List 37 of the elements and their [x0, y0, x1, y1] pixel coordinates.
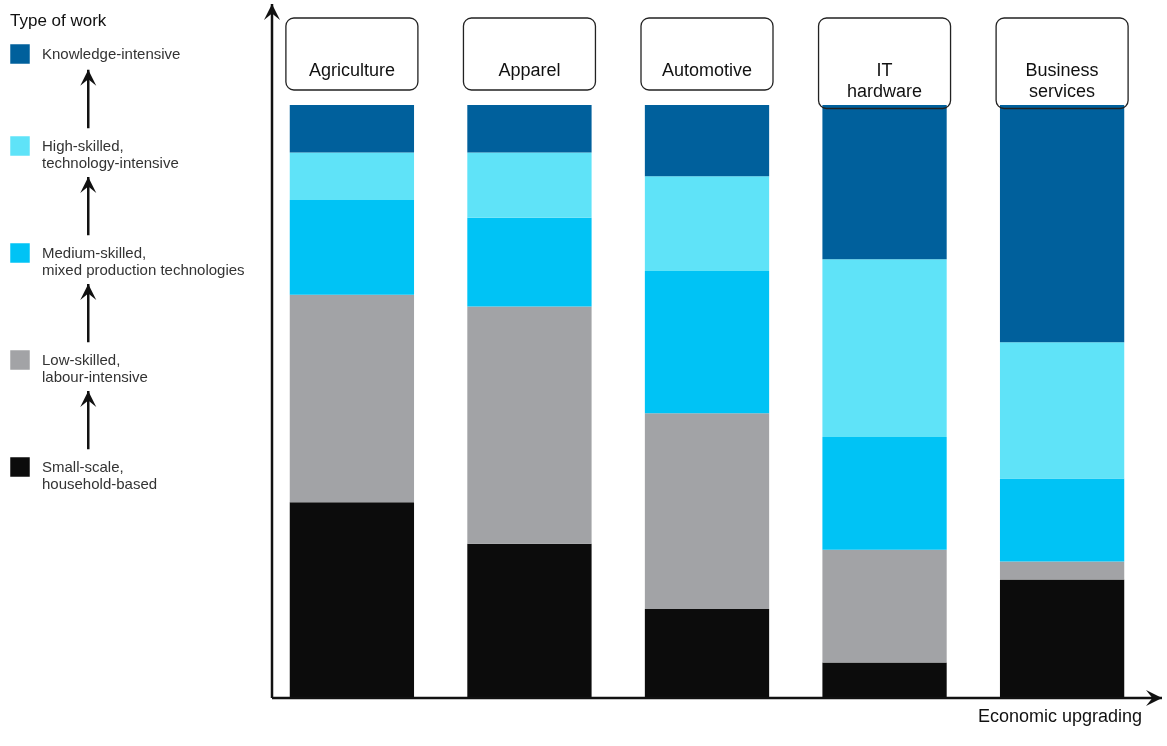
bar: [467, 543, 592, 698]
bar: [644, 176, 770, 272]
bar: [289, 294, 415, 503]
legend-label: Medium-skilled, mixed production technologies: [42, 244, 245, 278]
bar: [289, 152, 415, 200]
legend-title: Type of work: [10, 11, 107, 30]
bar: [289, 199, 415, 295]
bar: [822, 437, 947, 550]
bar: [999, 561, 1125, 580]
bar: [467, 152, 592, 218]
x-tick-label: Business services: [1025, 59, 1099, 101]
legend-label: Knowledge-intensive: [42, 45, 181, 62]
bar: [999, 579, 1125, 698]
bar: [289, 502, 415, 698]
x-tick-label: Apparel: [498, 59, 561, 80]
legend-label: Low-skilled, labour-intensive: [42, 351, 148, 385]
legend-label: High-skilled, technology-intensive: [42, 137, 179, 171]
bar: [467, 105, 592, 153]
x-tick-label: IT hardware: [847, 59, 923, 101]
bar: [999, 105, 1125, 343]
bar: [999, 342, 1125, 479]
bar: [822, 662, 947, 698]
bar: [467, 217, 592, 307]
bar: [999, 478, 1125, 562]
bar: [644, 271, 770, 414]
bar: [644, 105, 770, 177]
x-tick-label: Agriculture: [308, 59, 395, 80]
bar: [467, 306, 592, 544]
x-axis-title: Economic upgrading: [977, 706, 1142, 726]
legend-label: Small-scale, household-based: [42, 458, 158, 492]
bar: [644, 609, 770, 698]
bar: [822, 549, 947, 663]
bar: [822, 105, 947, 260]
x-tick-label: Automotive: [661, 59, 753, 80]
bar: [644, 413, 770, 610]
bar: [822, 259, 947, 438]
bar: [289, 105, 415, 153]
